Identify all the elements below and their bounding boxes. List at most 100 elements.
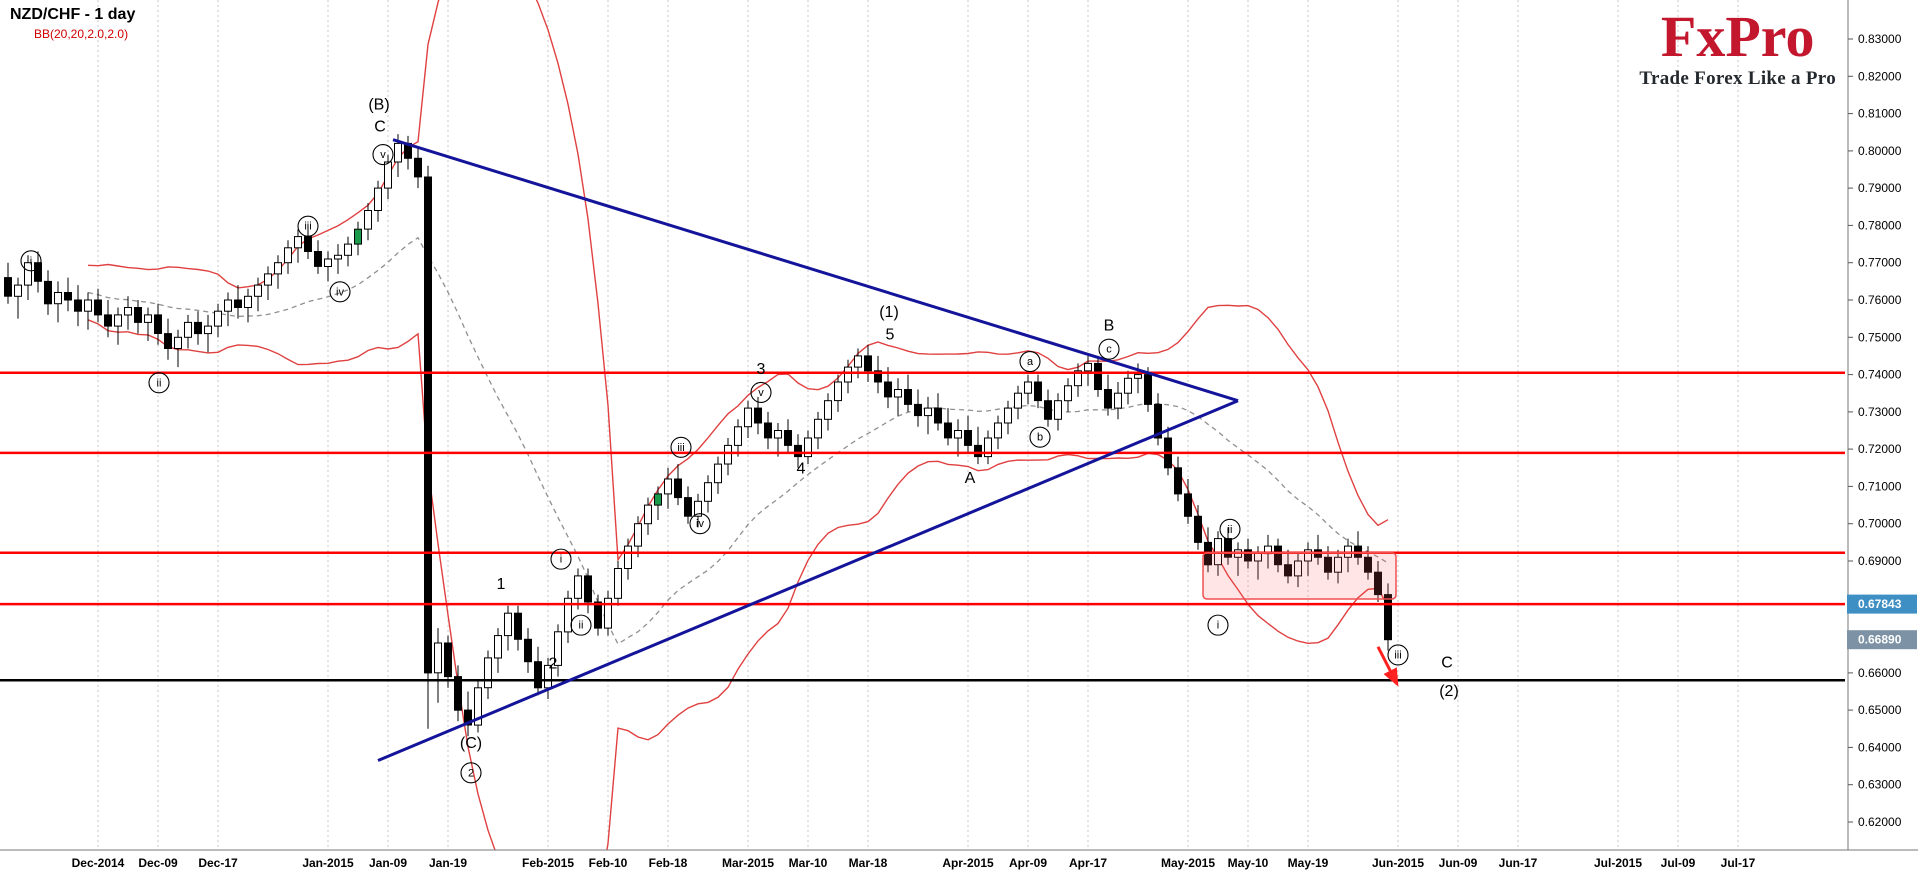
y-axis-price-label: 0.76000 bbox=[1858, 293, 1902, 307]
candle bbox=[1174, 467, 1182, 495]
y-axis-price-label: 0.63000 bbox=[1858, 778, 1902, 792]
candle bbox=[1334, 556, 1342, 573]
broker-logo: FxPro Trade Forex Like a Pro bbox=[1639, 4, 1836, 90]
candle bbox=[1374, 571, 1382, 596]
candle bbox=[634, 523, 642, 547]
candle bbox=[1124, 377, 1132, 394]
chart-objects-layer bbox=[0, 138, 1845, 762]
triangle-upper-trendline[interactable] bbox=[392, 138, 1239, 403]
wave-label-circle bbox=[1387, 644, 1409, 666]
candle bbox=[74, 299, 82, 312]
candle bbox=[734, 426, 742, 446]
candle bbox=[114, 314, 122, 327]
candle bbox=[874, 370, 882, 383]
wave-label: ii bbox=[1228, 524, 1233, 536]
fxpro-logo-text: FxPro bbox=[1660, 4, 1815, 69]
candle bbox=[914, 403, 922, 417]
y-axis-price-label: 0.72000 bbox=[1858, 442, 1902, 456]
candle bbox=[414, 157, 422, 178]
candle bbox=[234, 299, 242, 308]
candle bbox=[444, 642, 452, 678]
candle bbox=[244, 295, 252, 308]
projection-arrow[interactable] bbox=[1376, 646, 1399, 687]
candle bbox=[494, 635, 502, 659]
candle bbox=[584, 575, 592, 603]
logo-tagline: Trade Forex Like a Pro bbox=[1639, 68, 1836, 89]
price-tag bbox=[1847, 630, 1917, 650]
candle bbox=[154, 314, 162, 334]
wave-annotations-layer: iiiiiiiv(B)Cv(C)212iiiiiiiv3v4(1)5AabBci… bbox=[20, 96, 1459, 784]
candle bbox=[4, 277, 12, 297]
candle bbox=[1304, 549, 1312, 562]
candle bbox=[354, 228, 362, 245]
candle bbox=[514, 612, 522, 640]
candle bbox=[1004, 407, 1012, 424]
candle bbox=[454, 676, 462, 711]
candle bbox=[84, 299, 92, 312]
wave-label: A bbox=[965, 470, 976, 487]
y-axis-price-label: 0.80000 bbox=[1858, 144, 1902, 158]
x-axis-date-label: Jun-17 bbox=[1499, 856, 1538, 870]
triangle-lower-trendline[interactable] bbox=[377, 399, 1239, 762]
candle bbox=[434, 642, 442, 674]
candle bbox=[1014, 392, 1022, 409]
candle bbox=[1044, 400, 1052, 420]
wave-label-circle bbox=[689, 513, 711, 535]
candle bbox=[974, 444, 982, 458]
x-axis-date-label: Feb-10 bbox=[589, 856, 628, 870]
x-axis-date-label: May-2015 bbox=[1161, 856, 1215, 870]
y-axis-price-label: 0.69000 bbox=[1858, 554, 1902, 568]
x-axis-date-label: Apr-09 bbox=[1009, 856, 1047, 870]
candle bbox=[744, 407, 752, 428]
candle bbox=[1104, 389, 1112, 409]
candle bbox=[384, 161, 392, 189]
grid-layer bbox=[97, 0, 1739, 850]
candle bbox=[1134, 374, 1142, 379]
candle bbox=[1144, 374, 1152, 405]
candle bbox=[1054, 400, 1062, 420]
candle bbox=[554, 631, 562, 666]
candle bbox=[644, 504, 652, 525]
candle bbox=[784, 430, 792, 446]
wave-label-circle bbox=[550, 548, 572, 570]
candle bbox=[624, 545, 632, 569]
candle bbox=[754, 407, 762, 424]
wave-label-circle bbox=[148, 372, 170, 394]
candle bbox=[1194, 515, 1202, 543]
candle bbox=[774, 430, 782, 439]
candle bbox=[804, 437, 812, 458]
x-axis-date-label: Dec-17 bbox=[198, 856, 238, 870]
y-axis-price-label: 0.81000 bbox=[1858, 107, 1902, 121]
wave-label-circle bbox=[1207, 614, 1229, 636]
candle bbox=[104, 314, 112, 327]
y-axis-price-label: 0.74000 bbox=[1858, 368, 1902, 382]
consolidation-zone-box[interactable] bbox=[1202, 552, 1397, 600]
candle bbox=[474, 687, 482, 726]
candle bbox=[1294, 560, 1302, 577]
y-axis-price-label: 0.65000 bbox=[1858, 703, 1902, 717]
wave-label: C bbox=[374, 119, 386, 136]
wave-label: 4 bbox=[797, 461, 806, 478]
candle bbox=[1244, 549, 1252, 562]
bollinger-middle-line bbox=[87, 236, 1389, 645]
x-axis-date-label: Jan-09 bbox=[369, 856, 407, 870]
wave-label: v bbox=[380, 149, 386, 161]
candle bbox=[94, 299, 102, 316]
candle bbox=[694, 500, 702, 517]
x-axis-date-label: Jun-2015 bbox=[1372, 856, 1424, 870]
y-axis-price-label: 0.78000 bbox=[1858, 218, 1902, 232]
wave-label-circle bbox=[1098, 338, 1120, 360]
wave-label: 3 bbox=[757, 361, 766, 378]
wave-label: ii bbox=[579, 620, 584, 632]
candle bbox=[954, 430, 962, 439]
wave-label-circle bbox=[20, 250, 42, 272]
candle bbox=[594, 601, 602, 629]
candle bbox=[854, 355, 862, 368]
wave-label: i bbox=[560, 554, 562, 566]
candle bbox=[944, 422, 952, 439]
candle bbox=[564, 597, 572, 633]
candle bbox=[994, 422, 1002, 439]
candle bbox=[1074, 370, 1082, 387]
